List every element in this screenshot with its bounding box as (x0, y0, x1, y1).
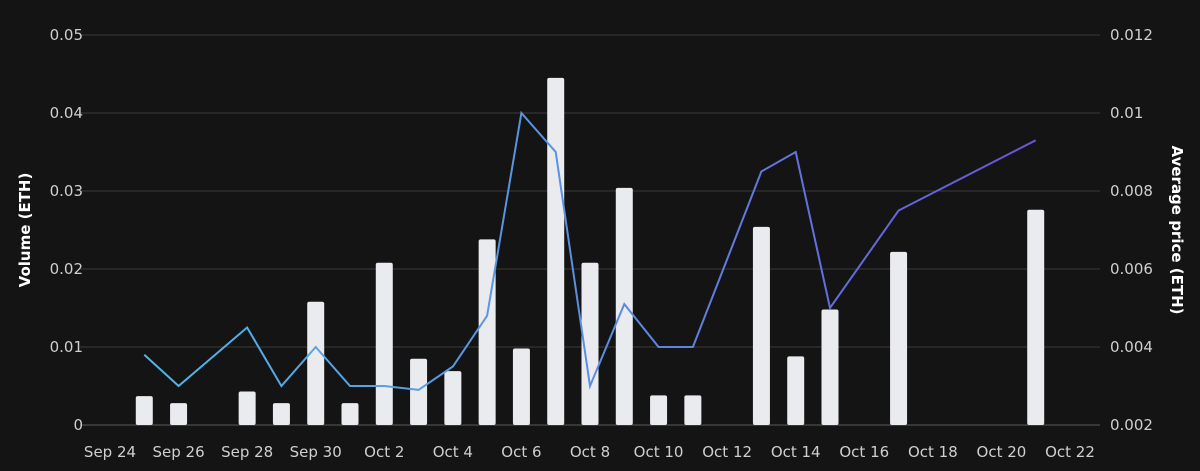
right-tick-label: 0.002 (1110, 416, 1153, 434)
right-tick-label: 0.012 (1110, 26, 1153, 44)
x-tick-label: Oct 18 (908, 443, 958, 461)
left-tick-label: 0.03 (50, 182, 83, 200)
x-tick-label: Sep 26 (153, 443, 205, 461)
volume-bars (135, 77, 1045, 426)
right-tick-label: 0.006 (1110, 260, 1153, 278)
x-tick-label: Sep 30 (290, 443, 342, 461)
x-tick-label: Oct 12 (702, 443, 752, 461)
volume-bar[interactable] (1027, 209, 1045, 425)
left-axis-ticks: 0 0.01 0.02 0.03 0.04 0.05 (50, 26, 83, 434)
left-tick-label: 0 (73, 416, 83, 434)
x-tick-label: Oct 10 (634, 443, 684, 461)
volume-bar[interactable] (581, 262, 599, 425)
left-tick-label: 0.02 (50, 260, 83, 278)
volume-bar[interactable] (375, 262, 393, 425)
volume-bar[interactable] (890, 251, 908, 425)
volume-bar[interactable] (684, 395, 702, 425)
right-axis-ticks: 0.002 0.004 0.006 0.008 0.01 0.012 (1110, 26, 1153, 434)
volume-bar[interactable] (650, 395, 668, 425)
volume-bar[interactable] (307, 301, 325, 425)
x-tick-label: Oct 6 (501, 443, 541, 461)
volume-bar[interactable] (752, 226, 770, 425)
volume-bar[interactable] (478, 239, 496, 425)
volume-bar[interactable] (821, 309, 839, 425)
right-tick-label: 0.008 (1110, 182, 1153, 200)
x-tick-label: Sep 24 (84, 443, 136, 461)
left-tick-label: 0.05 (50, 26, 83, 44)
x-tick-label: Sep 28 (221, 443, 273, 461)
x-tick-label: Oct 8 (570, 443, 610, 461)
volume-bar[interactable] (547, 77, 565, 426)
x-tick-label: Oct 2 (364, 443, 404, 461)
right-tick-label: 0.01 (1110, 104, 1143, 122)
right-axis-title: Average price (ETH) (1168, 146, 1186, 315)
left-tick-label: 0.04 (50, 104, 83, 122)
x-axis-ticks: Sep 24 Sep 26 Sep 28 Sep 30 Oct 2 Oct 4 Oct 6 O… (84, 443, 1095, 461)
volume-bar[interactable] (135, 396, 153, 425)
left-tick-label: 0.01 (50, 338, 83, 356)
volume-bar[interactable] (238, 391, 256, 425)
left-axis-title: Volume (ETH) (16, 173, 34, 288)
volume-bar[interactable] (170, 403, 188, 425)
average-price-line[interactable] (143, 110, 1037, 391)
x-tick-label: Oct 14 (771, 443, 821, 461)
volume-bar[interactable] (341, 403, 359, 425)
volume-bar[interactable] (444, 371, 462, 425)
volume-bar[interactable] (787, 356, 805, 425)
x-tick-label: Oct 16 (839, 443, 889, 461)
price-line-group (143, 110, 1037, 391)
x-tick-label: Oct 22 (1045, 443, 1095, 461)
volume-bar[interactable] (410, 358, 428, 425)
x-tick-label: Oct 4 (433, 443, 473, 461)
volume-bar[interactable] (512, 348, 530, 425)
x-tick-label: Oct 20 (977, 443, 1027, 461)
right-tick-label: 0.004 (1110, 338, 1153, 356)
volume-bar[interactable] (272, 403, 290, 425)
